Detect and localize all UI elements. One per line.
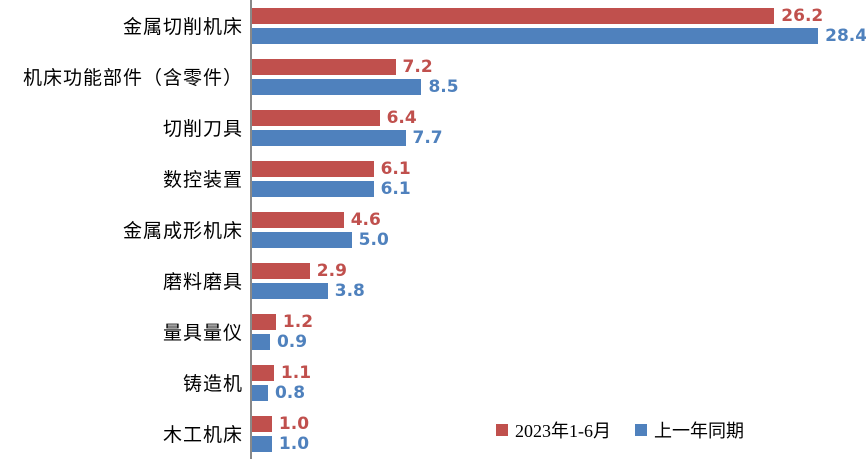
category-label: 木工机床 [162, 425, 243, 446]
bar-previous-period [252, 27, 819, 44]
value-label: 0.9 [276, 331, 308, 352]
bar-line: 5.0 [252, 229, 866, 250]
value-label: 1.0 [278, 433, 310, 454]
legend-swatch-red [496, 424, 508, 436]
bar-line: 1.1 [252, 362, 866, 383]
bar-line: 8.5 [252, 76, 866, 97]
bar-line: 0.8 [252, 382, 866, 403]
category-row: 数控装置 6.1 6.1 [0, 153, 866, 204]
bar-line: 6.1 [252, 178, 866, 199]
value-label: 6.1 [380, 158, 411, 179]
category-label: 机床功能部件（含零件） [22, 68, 243, 89]
bar-line: 1.0 [252, 433, 866, 454]
value-label: 2.9 [316, 260, 347, 281]
category-row: 量具量仪 1.2 0.9 [0, 306, 866, 357]
category-label: 切削刀具 [162, 119, 243, 140]
chart-legend: 2023年1-6月 上一年同期 [496, 416, 744, 444]
bar-current-period [252, 160, 374, 177]
value-label: 6.1 [380, 178, 411, 199]
bar-line: 1.2 [252, 311, 866, 332]
bar-current-period [252, 313, 276, 330]
bar-line: 26.2 [252, 5, 866, 26]
bar-previous-period [252, 129, 406, 146]
value-label: 26.2 [781, 5, 824, 26]
category-label: 金属切削机床 [122, 17, 243, 38]
value-label: 4.6 [350, 209, 381, 230]
category-row: 切削刀具 6.4 7.7 [0, 102, 866, 153]
bar-line: 7.2 [252, 56, 866, 77]
legend-label-previous-period: 上一年同期 [654, 421, 744, 441]
value-label: 8.5 [428, 76, 459, 97]
bar-previous-period [252, 180, 374, 197]
value-label: 1.1 [280, 362, 312, 383]
legend-swatch-blue [635, 424, 647, 436]
value-label: 7.2 [402, 56, 433, 77]
bar-previous-period [252, 282, 328, 299]
legend-item-current-period: 2023年1-6月 [496, 417, 611, 443]
bar-current-period [252, 364, 274, 381]
category-label: 金属成形机床 [122, 221, 243, 242]
value-label: 1.0 [278, 413, 310, 434]
value-label: 6.4 [386, 107, 417, 128]
category-label: 磨料磨具 [162, 272, 243, 293]
bar-current-period [252, 7, 775, 24]
legend-item-previous-period: 上一年同期 [635, 417, 744, 443]
bar-line: 1.0 [252, 413, 866, 434]
bar-current-period [252, 211, 344, 228]
bar-group: 26.2 28.4 [250, 0, 866, 51]
bar-line: 7.7 [252, 127, 866, 148]
bar-previous-period [252, 78, 422, 95]
category-row: 磨料磨具 2.9 3.8 [0, 255, 866, 306]
bar-previous-period [252, 435, 272, 452]
value-label: 3.8 [334, 280, 365, 301]
value-label: 0.8 [274, 382, 306, 403]
bar-group: 7.2 8.5 [250, 51, 866, 102]
bar-line: 2.9 [252, 260, 866, 281]
value-label: 7.7 [412, 127, 443, 148]
value-label: 28.4 [825, 25, 866, 46]
bar-line: 6.1 [252, 158, 866, 179]
category-row: 金属成形机床 4.6 5.0 [0, 204, 866, 255]
bar-current-period [252, 415, 272, 432]
category-row: 铸造机 1.1 0.8 [0, 357, 866, 408]
category-row: 机床功能部件（含零件） 7.2 8.5 [0, 51, 866, 102]
bar-group: 1.2 0.9 [250, 306, 866, 357]
bar-current-period [252, 262, 310, 279]
bar-previous-period [252, 384, 268, 401]
value-label: 1.2 [282, 311, 314, 332]
bar-line: 4.6 [252, 209, 866, 230]
bar-group: 4.6 5.0 [250, 204, 866, 255]
category-row: 金属切削机床 26.2 28.4 [0, 0, 866, 51]
bar-group: 6.4 7.7 [250, 102, 866, 153]
legend-label-current-period: 2023年1-6月 [515, 421, 611, 441]
bar-line: 6.4 [252, 107, 866, 128]
bar-group: 6.1 6.1 [250, 153, 866, 204]
category-label: 量具量仪 [162, 323, 243, 344]
bar-previous-period [252, 231, 352, 248]
bar-line: 0.9 [252, 331, 866, 352]
category-label: 铸造机 [182, 374, 243, 395]
bar-line: 3.8 [252, 280, 866, 301]
category-label: 数控装置 [162, 170, 243, 191]
value-label: 5.0 [358, 229, 389, 250]
category-row: 木工机床 1.0 1.0 [0, 408, 866, 459]
bar-previous-period [252, 333, 270, 350]
bar-line: 28.4 [252, 25, 866, 46]
bar-current-period [252, 58, 396, 75]
bar-group: 1.0 1.0 [250, 408, 866, 459]
bar-group: 2.9 3.8 [250, 255, 866, 306]
bar-group: 1.1 0.8 [250, 357, 866, 408]
bar-current-period [252, 109, 380, 126]
